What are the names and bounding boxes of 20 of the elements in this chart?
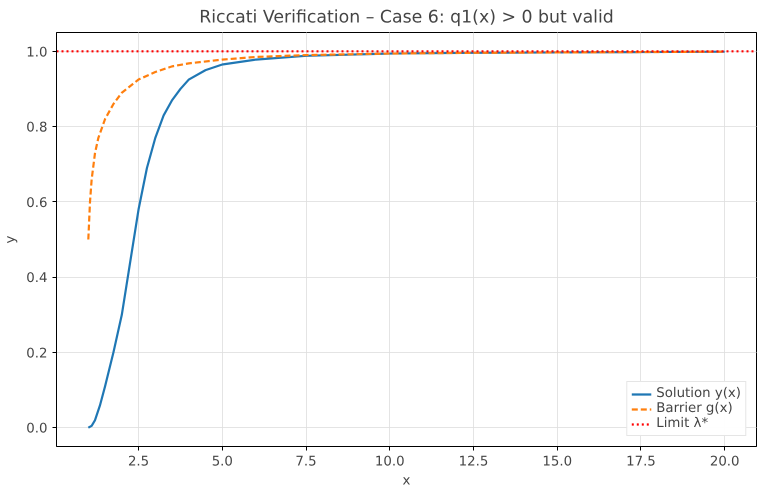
legend-label: Limit λ*	[656, 416, 708, 431]
x-tick-label: 17.5	[626, 454, 656, 470]
x-axis-title: x	[402, 474, 411, 488]
x-tick-label: 10.0	[374, 454, 405, 470]
x-tick-label: 7.5	[295, 454, 317, 470]
y-tick-label: 0.0	[26, 422, 48, 437]
x-tick-label: 5.0	[212, 454, 233, 470]
x-tick-label: 20.0	[710, 454, 740, 470]
y-tick-label: 0.8	[26, 120, 48, 136]
y-tick-label: 1.0	[26, 45, 48, 60]
y-axis-title: y	[3, 235, 18, 244]
x-tick-label: 12.5	[458, 454, 488, 470]
x-tick-label: 2.5	[128, 454, 150, 470]
y-tick-label: 0.6	[26, 196, 48, 211]
y-tick-label: 0.4	[26, 271, 48, 286]
chart-title: Riccati Verification – Case 6: q1(x) > 0 but valid	[199, 8, 614, 28]
y-tick-label: 0.2	[26, 346, 48, 362]
x-tick-label: 15.0	[542, 454, 572, 470]
legend-label: Barrier g(x)	[656, 401, 733, 416]
legend-label: Solution y(x)	[656, 386, 741, 401]
